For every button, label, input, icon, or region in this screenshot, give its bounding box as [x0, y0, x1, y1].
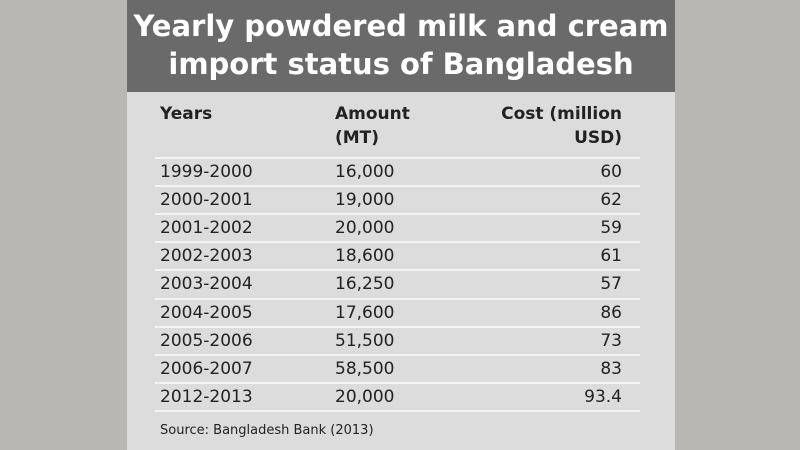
table-cell: 18,600	[335, 246, 395, 267]
column-header: USD)	[574, 128, 622, 148]
row-divider	[155, 241, 640, 244]
table-cell: 60	[600, 162, 622, 182]
table-cell: 93.4	[584, 386, 622, 407]
column-header: Cost (million	[501, 104, 622, 124]
table-cell: 2012-2013	[160, 386, 253, 407]
title-line: import status of Bangladesh	[168, 47, 634, 81]
table-cell: 51,500	[335, 330, 395, 351]
table-cell: 20,000	[335, 386, 395, 407]
table-cell: 20,000	[335, 218, 395, 239]
row-divider	[155, 157, 640, 159]
table-cell: 61	[600, 246, 622, 267]
table-cell: 2006-2007	[160, 358, 253, 379]
table-cell: 16,000	[335, 162, 395, 182]
table-cell: 62	[600, 190, 622, 211]
table-cell: 86	[600, 302, 622, 323]
column-header: Years	[160, 104, 213, 124]
row-divider	[155, 381, 640, 384]
row-divider	[155, 269, 640, 272]
row-divider	[155, 297, 640, 300]
row-divider	[155, 325, 640, 328]
table-cell: 57	[600, 274, 622, 295]
row-divider	[155, 409, 640, 412]
table-cell: 83	[600, 358, 622, 379]
title-line: Yearly powdered milk and cream	[133, 9, 669, 43]
row-divider	[155, 353, 640, 356]
source-note: Source: Bangladesh Bank (2013)	[160, 423, 374, 438]
table-cell: 2000-2001	[160, 190, 253, 211]
table-cell: 19,000	[335, 190, 395, 211]
row-divider	[155, 185, 640, 188]
table-cell: 59	[600, 218, 622, 239]
title-band	[127, 0, 675, 92]
table-cell: 17,600	[335, 302, 395, 323]
table-cell: 1999-2000	[160, 162, 253, 182]
table-cell: 58,500	[335, 358, 395, 379]
column-header: (MT)	[335, 128, 380, 148]
table-cell: 2003-2004	[160, 274, 253, 295]
table-cell: 73	[600, 330, 622, 351]
table-cell: 2001-2002	[160, 218, 253, 239]
row-divider	[155, 213, 640, 216]
table-cell: 2004-2005	[160, 302, 253, 323]
table-cell: 2002-2003	[160, 246, 253, 267]
column-header: Amount	[335, 104, 410, 124]
table-cell: 16,250	[335, 274, 395, 295]
table-cell: 2005-2006	[160, 330, 253, 351]
